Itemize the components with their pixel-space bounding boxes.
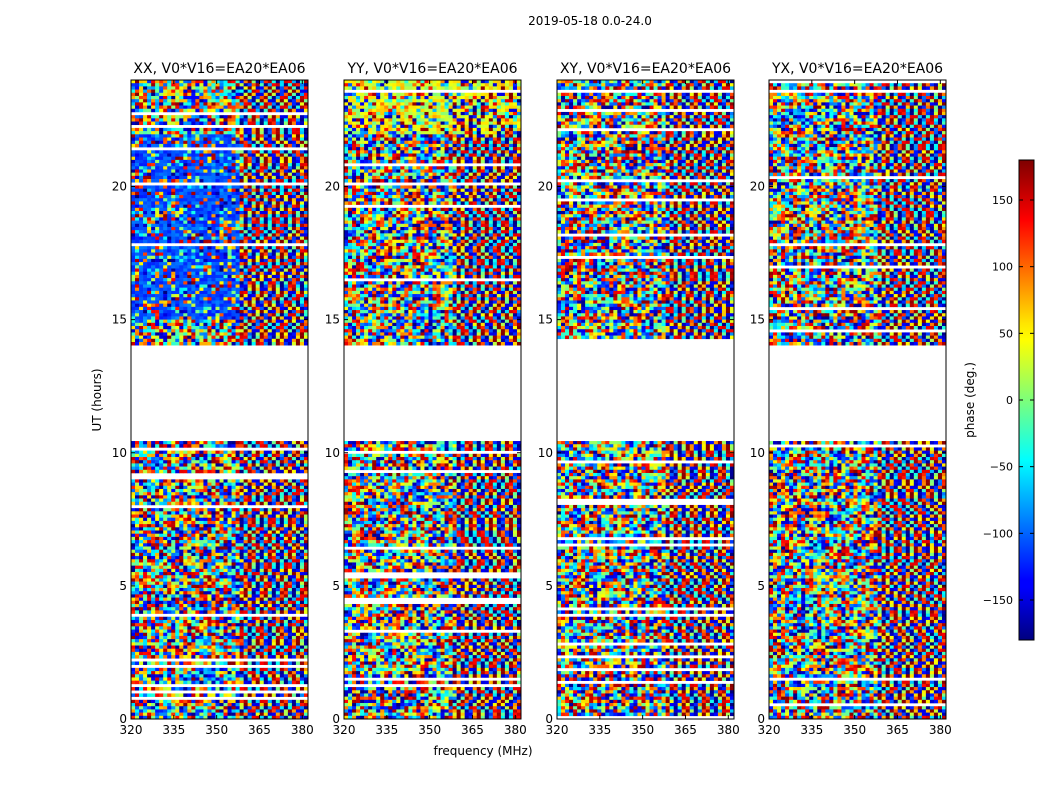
y-tick-label: 10 — [750, 446, 765, 460]
colorbar-tick-label: −50 — [990, 461, 1013, 474]
y-tick-label: 15 — [325, 313, 340, 327]
y-tick-label: 15 — [750, 313, 765, 327]
y-tick-label: 5 — [332, 579, 340, 593]
phase-heatmap — [131, 80, 308, 719]
x-tick-label: 365 — [248, 723, 271, 737]
x-tick-label: 350 — [631, 723, 654, 737]
y-tick-label: 0 — [757, 712, 765, 726]
colorbar-tick-label: −150 — [983, 594, 1013, 607]
y-tick-label: 20 — [538, 180, 553, 194]
y-tick-label: 20 — [750, 180, 765, 194]
x-axis-label: frequency (MHz) — [433, 744, 532, 758]
x-tick-label: 380 — [929, 723, 952, 737]
y-tick-label: 20 — [325, 180, 340, 194]
y-tick-label: 5 — [119, 579, 127, 593]
phase-heatmap — [344, 80, 521, 719]
x-tick-label: 350 — [205, 723, 228, 737]
y-tick-label: 5 — [757, 579, 765, 593]
x-tick-label: 350 — [418, 723, 441, 737]
x-tick-label: 365 — [461, 723, 484, 737]
panel-title: XY, V0*V16=EA20*EA06 — [560, 61, 731, 77]
panel-title: XX, V0*V16=EA20*EA06 — [133, 61, 305, 77]
colorbar-tick-label: 100 — [992, 261, 1013, 274]
x-tick-label: 335 — [162, 723, 185, 737]
x-tick-label: 350 — [843, 723, 866, 737]
y-tick-label: 0 — [545, 712, 553, 726]
y-axis-label: UT (hours) — [90, 368, 104, 431]
x-tick-label: 365 — [674, 723, 697, 737]
colorbar-label: phase (deg.) — [963, 362, 977, 438]
colorbar-tick-label: 0 — [1006, 394, 1013, 407]
phase-heatmap — [769, 83, 946, 719]
colorbar-tick-label: 50 — [999, 327, 1013, 340]
y-tick-label: 0 — [119, 712, 127, 726]
y-tick-label: 10 — [538, 446, 553, 460]
x-tick-label: 365 — [886, 723, 909, 737]
x-tick-label: 380 — [291, 723, 314, 737]
y-tick-label: 15 — [112, 313, 127, 327]
panel-title: YX, V0*V16=EA20*EA06 — [771, 61, 943, 77]
x-tick-label: 380 — [717, 723, 740, 737]
x-tick-label: 335 — [588, 723, 611, 737]
colorbar-tick-label: −100 — [983, 527, 1013, 540]
y-tick-label: 5 — [545, 579, 553, 593]
y-tick-label: 20 — [112, 180, 127, 194]
y-tick-label: 10 — [325, 446, 340, 460]
x-tick-label: 335 — [800, 723, 823, 737]
phase-heatmap — [557, 80, 734, 716]
colorbar-tick-label: 150 — [992, 194, 1013, 207]
y-tick-label: 0 — [332, 712, 340, 726]
x-tick-label: 380 — [504, 723, 527, 737]
x-tick-label: 335 — [375, 723, 398, 737]
y-tick-label: 10 — [112, 446, 127, 460]
panel-title: YY, V0*V16=EA20*EA06 — [346, 61, 517, 77]
y-tick-label: 15 — [538, 313, 553, 327]
